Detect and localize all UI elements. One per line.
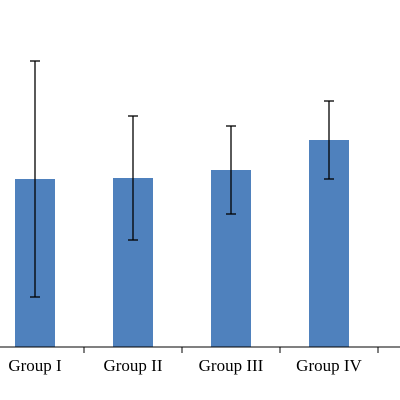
error-bar (226, 125, 236, 215)
error-bar (30, 60, 40, 298)
error-bar (324, 100, 334, 180)
x-tick-label: Group IV (296, 356, 362, 375)
x-tick-label: Group III (199, 356, 264, 375)
error-bar (128, 115, 138, 241)
x-tick-label: Group I (8, 356, 62, 375)
x-tick-label: Group II (103, 356, 162, 375)
